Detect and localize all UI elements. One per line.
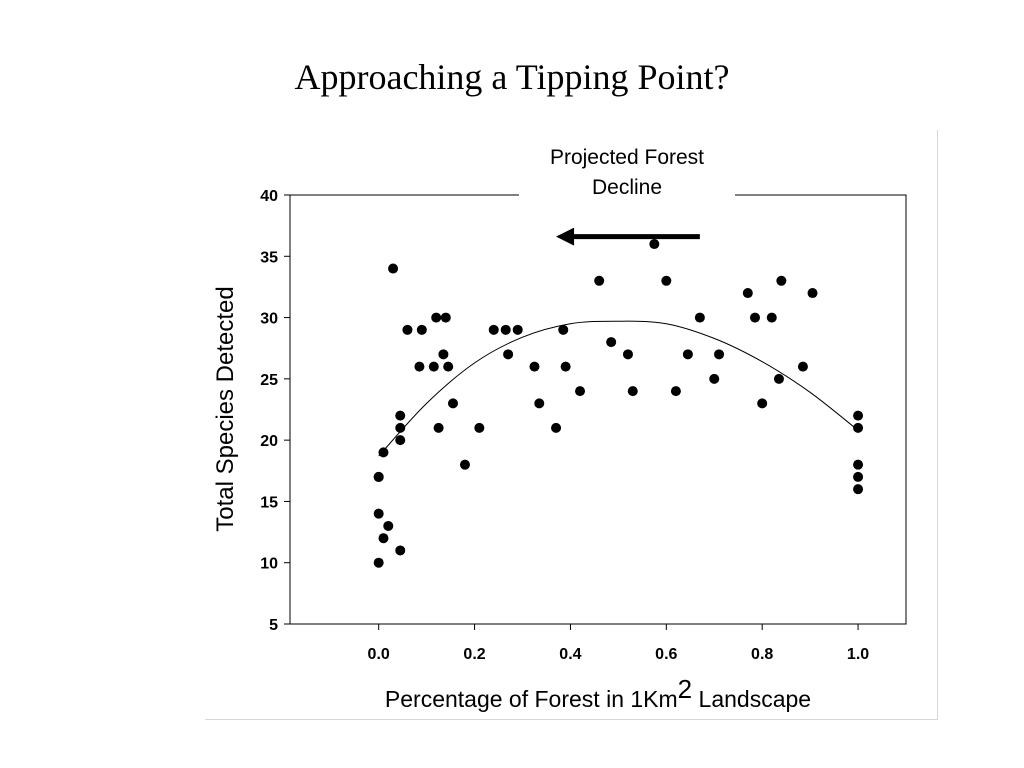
data-point — [853, 459, 864, 470]
data-point — [416, 324, 427, 335]
data-point — [670, 386, 681, 397]
data-point — [622, 349, 633, 360]
figure-panel — [205, 130, 938, 720]
data-point — [757, 398, 768, 409]
x-axis-ticks: 0.0 0.2 0.4 0.6 0.8 1.0 — [368, 624, 869, 663]
data-point — [388, 263, 399, 274]
arrow-head — [556, 227, 575, 246]
data-point — [551, 422, 562, 433]
data-point — [606, 337, 617, 348]
data-point — [853, 471, 864, 482]
data-point — [373, 471, 384, 482]
data-point — [853, 484, 864, 495]
data-point — [373, 557, 384, 568]
x-axis-label-superscript: 2 — [677, 674, 693, 704]
y-tick-label: 15 — [260, 494, 278, 511]
data-point — [773, 373, 784, 384]
x-tick-label: 0.4 — [559, 646, 581, 663]
data-point — [395, 422, 406, 433]
data-point — [560, 361, 571, 372]
data-point — [431, 312, 442, 323]
data-point — [378, 447, 389, 458]
x-tick-label: 0.0 — [368, 646, 390, 663]
y-tick-label: 40 — [260, 188, 278, 205]
data-point — [373, 508, 384, 519]
x-axis-label: Percentage of Forest in 1Km2 Landscape — [290, 676, 906, 713]
y-axis-ticks: 5 10 15 20 25 30 35 40 — [260, 188, 290, 634]
x-tick-label: 1.0 — [847, 646, 869, 663]
y-tick-label: 30 — [260, 311, 278, 328]
data-point — [682, 349, 693, 360]
y-tick-label: 20 — [260, 433, 278, 450]
y-tick-label: 10 — [260, 556, 278, 573]
data-point — [395, 410, 406, 421]
data-points — [373, 239, 864, 568]
data-point — [414, 361, 425, 372]
decline-arrow — [556, 227, 700, 246]
data-point — [512, 324, 523, 335]
data-point — [378, 533, 389, 544]
data-point — [766, 312, 777, 323]
x-tick-label: 0.6 — [655, 646, 677, 663]
x-tick-label: 0.8 — [751, 646, 773, 663]
data-point — [433, 422, 444, 433]
data-point — [459, 459, 470, 470]
x-tick-label: 0.2 — [463, 646, 485, 663]
data-point — [694, 312, 705, 323]
data-point — [709, 373, 720, 384]
data-point — [447, 398, 458, 409]
data-point — [488, 324, 499, 335]
data-point — [503, 349, 514, 360]
data-point — [714, 349, 725, 360]
data-point — [627, 386, 638, 397]
annotation-line-2: Decline — [591, 176, 663, 199]
data-point — [402, 324, 413, 335]
data-point — [474, 422, 485, 433]
data-point — [594, 275, 605, 286]
y-tick-label: 25 — [260, 372, 278, 389]
x-axis-label-suffix: Landscape — [692, 686, 812, 712]
data-point — [776, 275, 787, 286]
y-tick-label: 35 — [260, 249, 278, 266]
data-point — [529, 361, 540, 372]
data-point — [395, 435, 406, 446]
data-point — [383, 520, 394, 531]
data-point — [742, 288, 753, 299]
annotation-line-1: Projected Forest — [549, 146, 705, 169]
slide-title: Approaching a Tipping Point? — [294, 57, 730, 97]
y-axis-label: Total Species Detected — [212, 286, 239, 532]
data-point — [428, 361, 439, 372]
data-point — [661, 275, 672, 286]
fit-curve — [378, 320, 859, 457]
data-point — [749, 312, 760, 323]
data-point — [575, 386, 586, 397]
data-point — [440, 312, 451, 323]
data-point — [500, 324, 511, 335]
annotation-label: Projected Forest Decline — [519, 143, 735, 203]
data-point — [558, 324, 569, 335]
x-axis-label-prefix: Percentage of Forest in 1Km — [384, 686, 678, 712]
data-point — [797, 361, 808, 372]
data-point — [853, 422, 864, 433]
data-point — [807, 288, 818, 299]
data-point — [534, 398, 545, 409]
data-point — [649, 239, 660, 250]
data-point — [853, 410, 864, 421]
y-tick-label: 5 — [269, 617, 278, 634]
data-point — [438, 349, 449, 360]
data-point — [443, 361, 454, 372]
data-point — [395, 545, 406, 556]
